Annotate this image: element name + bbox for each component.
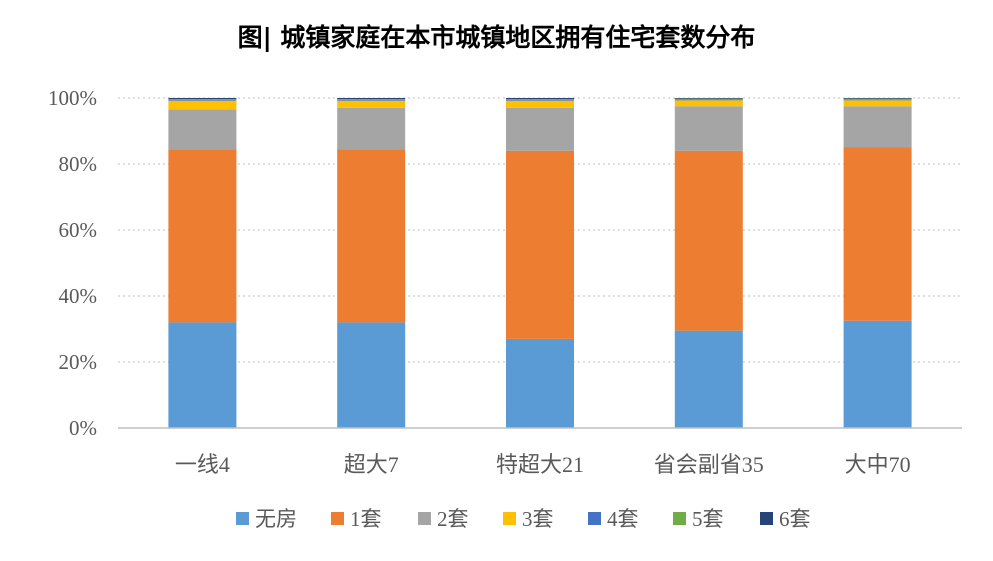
x-tick-label: 超大7: [344, 452, 399, 477]
legend-item: 无房: [236, 507, 297, 531]
bar-segment: [506, 107, 574, 151]
bar-segment: [843, 98, 912, 99]
bar-segment: [674, 98, 743, 99]
legend-swatch: [331, 512, 344, 525]
bar-segment: [337, 107, 406, 150]
bar-segment: [674, 98, 743, 100]
bar-segment: [674, 330, 743, 428]
bar-segment: [506, 99, 574, 101]
bar-segment: [168, 100, 237, 110]
legend-item: 5套: [673, 507, 724, 531]
legend-item: 3套: [503, 507, 554, 531]
bar-segment: [168, 322, 237, 428]
legend-swatch: [503, 512, 516, 525]
legend-item: 1套: [331, 507, 382, 531]
chart-title: 图| 城镇家庭在本市城镇地区拥有住宅套数分布: [237, 23, 756, 52]
legend-swatch: [673, 512, 686, 525]
bar-segment: [843, 99, 912, 101]
legend-item: 6套: [760, 507, 811, 531]
legend-item: 4套: [588, 507, 639, 531]
y-tick-label: 60%: [59, 218, 98, 242]
y-tick-label: 0%: [69, 416, 97, 440]
bar-segment: [337, 99, 406, 101]
bar-segment: [168, 99, 237, 101]
legend-label: 1套: [350, 507, 382, 531]
bar-segment: [168, 98, 237, 100]
y-tick-label: 80%: [59, 152, 98, 176]
bar-segment: [506, 100, 574, 108]
legend-item: 2套: [418, 507, 469, 531]
bar-segment: [168, 98, 237, 99]
y-tick-label: 40%: [59, 284, 98, 308]
bar-segment: [337, 98, 406, 99]
legend-label: 3套: [522, 507, 554, 531]
bar-segment: [843, 100, 912, 107]
bar-segment: [337, 322, 406, 428]
legend-swatch: [760, 512, 773, 525]
bar-segment: [337, 100, 406, 108]
bar-segment: [506, 338, 574, 428]
y-tick-label: 100%: [48, 86, 97, 110]
bar-segment: [337, 149, 406, 323]
legend-label: 无房: [255, 507, 297, 531]
bar-segment: [674, 99, 743, 101]
bar-segment: [843, 98, 912, 100]
x-tick-label: 一线4: [175, 452, 230, 477]
bar-segment: [843, 106, 912, 148]
x-tick-label: 特超大21: [496, 452, 584, 477]
bar-segment: [843, 147, 912, 321]
legend-swatch: [236, 512, 249, 525]
x-tick-label: 大中70: [845, 452, 911, 477]
bar-segment: [506, 98, 574, 99]
legend-swatch: [588, 512, 601, 525]
bar-segment: [337, 98, 406, 100]
bar-segment: [168, 109, 237, 150]
bar-segment: [168, 149, 237, 323]
bar-segment: [506, 150, 574, 339]
legend-label: 2套: [437, 507, 469, 531]
x-tick-label: 省会副省35: [654, 452, 764, 477]
bar-segment: [506, 98, 574, 100]
legend-label: 6套: [779, 507, 811, 531]
legend-label: 5套: [692, 507, 724, 531]
bar-segment: [674, 150, 743, 331]
bar-segment: [674, 100, 743, 107]
y-tick-label: 20%: [59, 350, 98, 374]
legend-swatch: [418, 512, 431, 525]
legend-label: 4套: [607, 507, 639, 531]
bar-segment: [674, 106, 743, 151]
bar-segment: [843, 320, 912, 428]
